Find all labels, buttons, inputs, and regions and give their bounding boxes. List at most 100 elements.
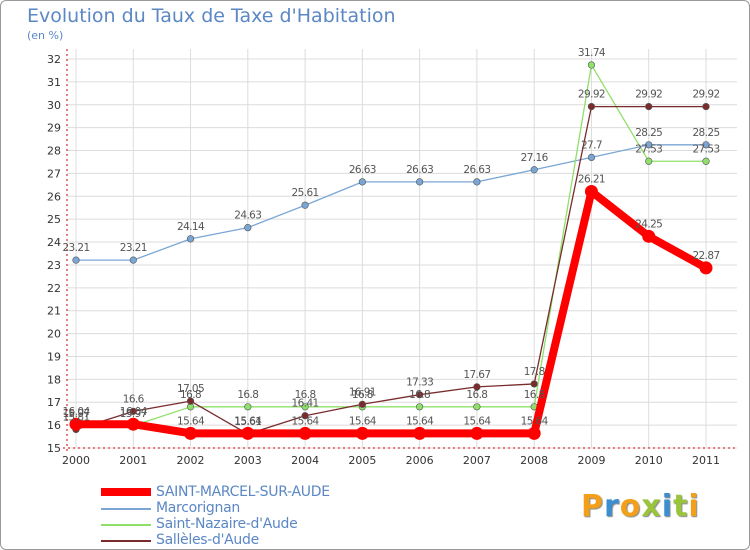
chart-title: Evolution du Taux de Taxe d'Habitation [27,5,396,27]
data-point [358,178,366,186]
data-label: 27.7 [581,139,602,151]
data-label: 29.92 [692,89,719,101]
legend-item: Marcorignan [101,500,461,517]
data-point [473,178,481,186]
data-label: 15.81 [62,411,89,423]
data-label: 27.16 [521,152,549,164]
data-label: 16.8 [409,389,430,401]
data-label: 22.87 [692,250,719,262]
legend-swatch [101,508,151,510]
y-tick-label: 20 [47,328,61,341]
data-label: 26.21 [578,173,605,185]
data-label: 15.64 [234,415,262,427]
data-label: 24.25 [635,218,662,230]
data-label: 17.33 [406,377,433,389]
data-label: 28.25 [635,127,662,139]
data-label: 24.14 [177,221,205,233]
legend-swatch [101,524,151,526]
x-tick-label: 2004 [291,454,319,467]
data-point [645,157,653,165]
y-tick-label: 26 [47,190,61,203]
legend-item: Sallèles-d'Aude [101,532,461,549]
data-point [72,256,80,264]
data-point [702,141,710,149]
data-point [244,403,252,411]
data-point [530,380,538,388]
data-point [702,157,710,165]
data-point [358,400,366,408]
chart-subtitle: (en %) [27,29,64,42]
series-line [75,144,707,261]
data-label: 28.25 [692,127,719,139]
data-point [244,224,252,232]
data-point [301,403,309,411]
data-point [129,407,137,415]
data-label: 16.8 [352,389,373,401]
x-tick-label: 2003 [234,454,262,467]
y-tick-label: 29 [47,122,61,135]
data-label: 16.8 [295,389,316,401]
data-point [527,426,541,440]
x-tick-label: 2011 [692,454,720,467]
data-point [129,256,137,264]
data-label: 23.21 [120,242,147,254]
data-label: 27.53 [692,143,719,155]
data-point [473,403,481,411]
x-tick-label: 2007 [463,454,491,467]
legend-label: Saint-Nazaire-d'Aude [156,516,298,532]
x-tick-label: 2000 [62,454,90,467]
data-point [473,383,481,391]
y-tick-label: 27 [47,167,61,180]
y-tick-label: 30 [47,99,61,112]
y-tick-label: 16 [47,419,61,432]
data-label: 29.92 [635,89,662,101]
data-point [530,166,538,174]
data-label: 16.91 [349,386,376,398]
data-point [241,426,255,440]
data-label: 17.05 [177,383,204,395]
data-point [416,403,424,411]
data-point [413,426,427,440]
data-label: 17.8 [524,366,545,378]
x-tick-label: 2006 [406,454,434,467]
data-point [587,153,596,161]
data-label: 17.67 [463,369,490,381]
y-tick-label: 24 [47,236,61,249]
data-label: 29.92 [578,89,605,101]
data-label: 15.64 [292,415,320,427]
proxiti-logo: Proxiti [581,489,700,524]
legend-label: Marcorignan [156,500,240,516]
series-line [75,105,707,435]
x-tick-label: 2001 [119,454,147,467]
data-point [184,426,198,440]
x-tick-label: 2005 [348,454,376,467]
data-label: 16.8 [466,389,487,401]
data-point [186,235,195,243]
y-tick-label: 23 [47,259,61,272]
x-tick-label: 2009 [577,454,605,467]
legend: SAINT-MARCEL-SUR-AUDE Marcorignan Saint-… [101,484,461,549]
data-label: 15.97 [120,408,147,420]
data-point [301,201,309,209]
data-label: 15.61 [234,416,261,428]
data-point [301,412,309,420]
data-label: 16.6 [123,393,145,405]
data-label: 26.63 [463,164,490,176]
data-label: 16.04 [120,406,148,418]
data-label: 15.97 [62,408,89,420]
series-line [72,187,710,438]
data-label: 15.64 [349,415,377,427]
x-tick-label: 2010 [635,454,663,467]
data-point [298,426,312,440]
data-point [126,417,140,431]
data-point [702,102,710,111]
data-label: 26.63 [349,164,376,176]
data-label: 16.04 [62,406,90,418]
data-label: 24.63 [234,210,261,222]
data-label: 15.64 [521,415,549,427]
legend-item: SAINT-MARCEL-SUR-AUDE [101,484,461,501]
y-tick-label: 21 [47,305,61,318]
data-point [584,184,598,198]
data-point [642,229,656,243]
